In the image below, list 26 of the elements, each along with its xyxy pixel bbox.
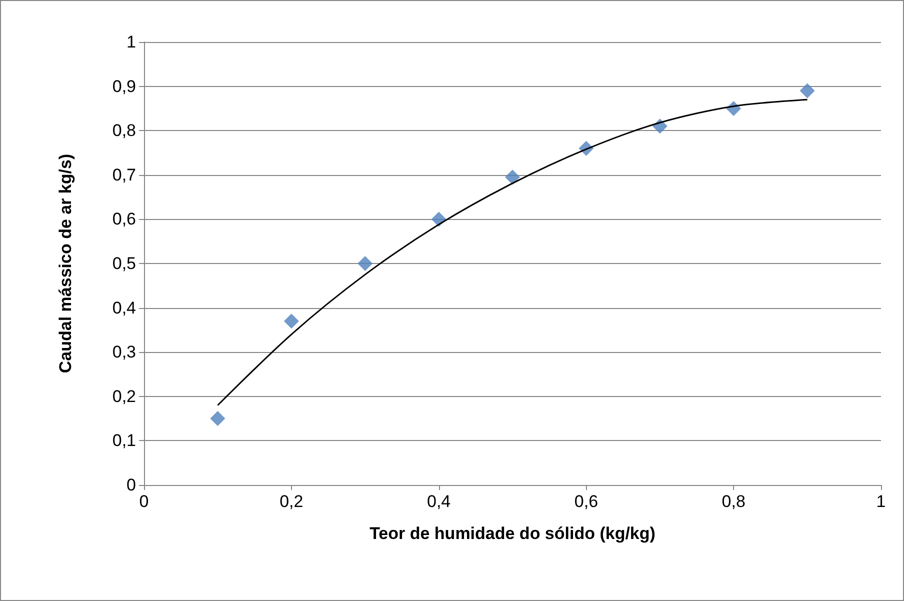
y-tick-label: 0,7 bbox=[112, 165, 136, 184]
x-tick-label: 0,6 bbox=[574, 492, 598, 511]
line-series bbox=[216, 98, 808, 406]
x-axis-title: Teor de humidade do sólido (kg/kg) bbox=[370, 524, 656, 543]
x-tick-label: 0,4 bbox=[426, 492, 451, 511]
point bbox=[800, 83, 815, 98]
point bbox=[210, 411, 226, 426]
x-tick-label: 0,2 bbox=[280, 492, 304, 511]
x-tick-label: 0 bbox=[139, 492, 149, 511]
point bbox=[505, 170, 520, 185]
y-axis-title: Caudal mássico de ar kg/s) bbox=[56, 154, 75, 374]
point bbox=[431, 212, 446, 227]
y-tick-label: 0,3 bbox=[112, 342, 136, 362]
y-tick-label: 0 bbox=[126, 476, 136, 494]
y-tick-label: 0,6 bbox=[112, 210, 136, 229]
x-tick-label: 0,8 bbox=[722, 492, 746, 511]
y-tick-label: 0,8 bbox=[112, 121, 136, 140]
y-tick-label: 0,4 bbox=[112, 298, 136, 318]
point bbox=[284, 314, 299, 329]
y-tick-label: 0,1 bbox=[112, 431, 136, 450]
y-tick-label: 0,5 bbox=[112, 254, 136, 273]
y-tick-label: 0,9 bbox=[112, 76, 136, 96]
x-tick-label: 1 bbox=[876, 492, 886, 511]
y-tick-label: 0,2 bbox=[112, 386, 136, 406]
point bbox=[358, 256, 373, 271]
y-tick-label: 1 bbox=[126, 32, 136, 52]
